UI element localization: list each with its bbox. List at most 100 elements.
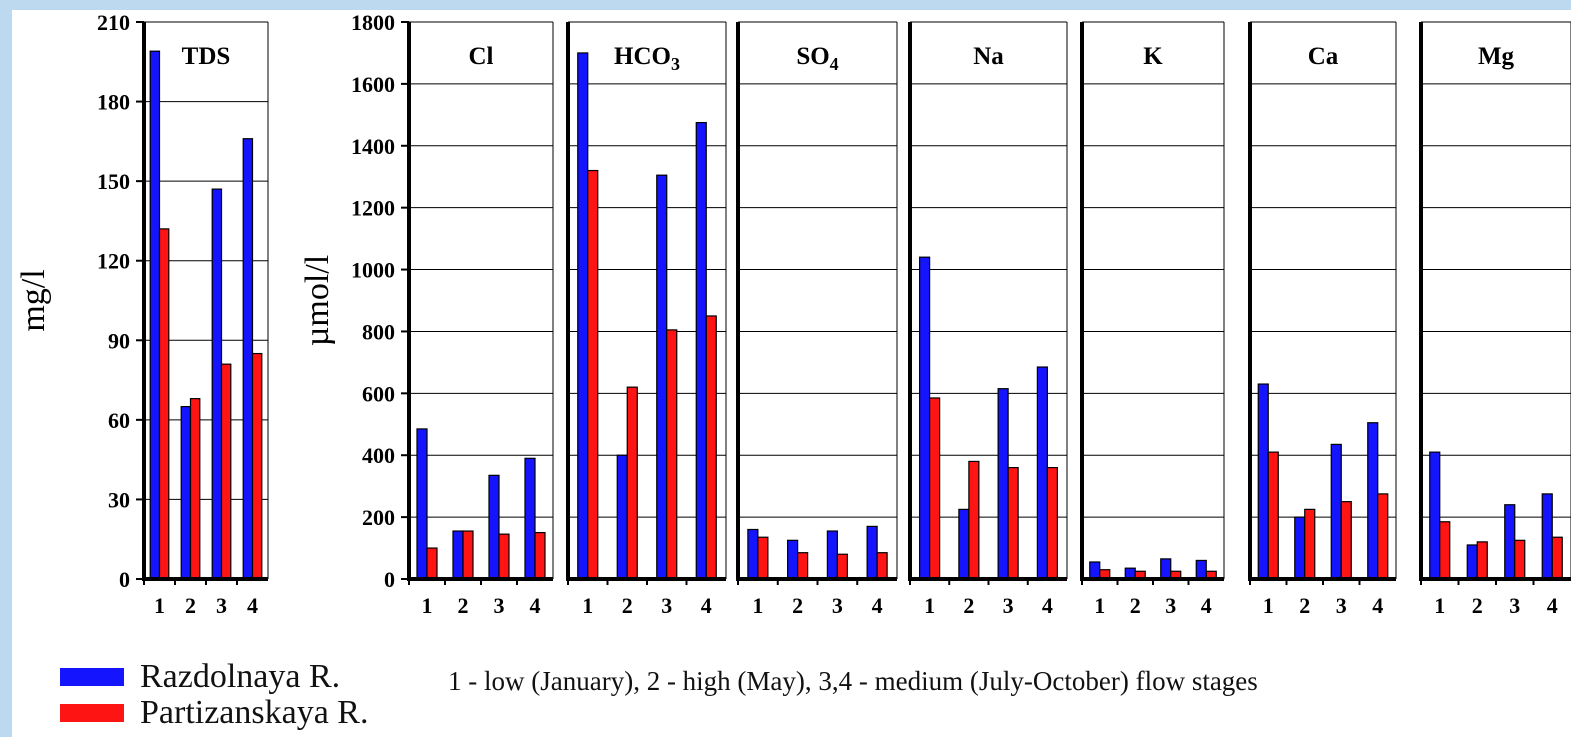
- chart-panel-4: 1 2 3 4 Na: [908, 21, 1068, 618]
- chart-panel-1: 1 2 3 4 Cl: [407, 21, 554, 618]
- bar-partizanskaya: [1377, 493, 1389, 580]
- y-axis-label: mg/l: [15, 269, 52, 331]
- chart-panel-5: 1 2 3 4 K: [1080, 21, 1225, 618]
- bar-partizanskaya: [189, 398, 201, 580]
- chart-panel-7: 1 2 3 4 Mg: [1419, 21, 1571, 618]
- bar-partizanskaya: [251, 352, 263, 580]
- y-tick-label: 90: [108, 328, 130, 353]
- x-tick-label: 4: [1042, 593, 1053, 618]
- legend-swatch-partizanskaya: [60, 704, 124, 722]
- y-tick-label: 1200: [351, 196, 395, 221]
- bar-partizanskaya: [666, 329, 678, 580]
- bar-partizanskaya: [534, 531, 546, 580]
- x-tick-label: 2: [622, 593, 633, 618]
- y-tick-label: 180: [97, 90, 130, 115]
- panel-title: TDS: [182, 43, 231, 70]
- y-tick-label: 150: [97, 169, 130, 194]
- y-tick-label: 30: [108, 487, 130, 512]
- x-tick-label: 2: [1472, 593, 1483, 618]
- x-tick-label: 3: [1509, 593, 1520, 618]
- bar-partizanskaya: [929, 397, 941, 580]
- bar-razdolnaya: [488, 474, 500, 580]
- x-tick-label: 3: [1336, 593, 1347, 618]
- x-tick-label: 3: [494, 593, 505, 618]
- bar-razdolnaya: [1429, 451, 1441, 580]
- y-tick-label: 60: [108, 408, 130, 433]
- bar-partizanskaya: [1304, 508, 1316, 580]
- y-tick-label: 1000: [351, 258, 395, 283]
- bar-razdolnaya: [1367, 422, 1379, 580]
- bar-razdolnaya: [1466, 544, 1478, 580]
- bar-razdolnaya: [1330, 443, 1342, 580]
- y-tick-label: 120: [97, 249, 130, 274]
- bar-razdolnaya: [1160, 558, 1172, 580]
- bar-razdolnaya: [180, 405, 192, 580]
- x-tick-label: 2: [963, 593, 974, 618]
- bar-razdolnaya: [747, 528, 759, 580]
- bar-razdolnaya: [695, 121, 707, 580]
- x-tick-label: 1: [1434, 593, 1445, 618]
- bar-razdolnaya: [242, 138, 254, 580]
- panel-title-main: Na: [973, 43, 1004, 70]
- panel-title: HCO3: [614, 43, 680, 74]
- y-tick-label: 600: [362, 381, 395, 406]
- bar-partizanskaya: [1007, 467, 1019, 580]
- panel-title: Mg: [1478, 43, 1515, 70]
- y-tick-label: 200: [362, 505, 395, 530]
- x-tick-label: 2: [1299, 593, 1310, 618]
- legend-label-partizanskaya: Partizanskaya R.: [140, 694, 369, 731]
- y-tick-label: 1800: [351, 10, 395, 35]
- panel-title-main: SO: [796, 43, 829, 70]
- panel-title: Ca: [1308, 43, 1339, 70]
- tds-y-axis: 0 30 60 90 120 150 180 210 mg/l: [15, 10, 144, 592]
- x-tick-label: 1: [582, 593, 593, 618]
- bar-partizanskaya: [1551, 536, 1563, 580]
- x-tick-label: 1: [1094, 593, 1105, 618]
- x-tick-label: 3: [216, 593, 227, 618]
- bar-razdolnaya: [1257, 383, 1269, 580]
- bar-razdolnaya: [787, 539, 799, 580]
- bar-razdolnaya: [452, 530, 464, 580]
- bar-partizanskaya: [498, 533, 510, 580]
- bar-partizanskaya: [587, 169, 599, 580]
- x-tick-label: 3: [661, 593, 672, 618]
- bar-partizanskaya: [1439, 521, 1451, 580]
- x-tick-label: 3: [1165, 593, 1176, 618]
- ion-y-axis: 0 200 400 600 800 1000 1200 1400 1600 1800 µmol/l: [299, 10, 409, 592]
- legend-item-partizanskaya: Partizanskaya R.: [60, 694, 369, 732]
- panel-title-main: Cl: [469, 43, 494, 70]
- bar-partizanskaya: [876, 552, 888, 580]
- bar-partizanskaya: [1514, 539, 1526, 580]
- panel-title-subscript: 3: [671, 54, 680, 74]
- x-tick-label: 1: [1263, 593, 1274, 618]
- bar-partizanskaya: [1046, 467, 1058, 580]
- bar-razdolnaya: [1036, 366, 1048, 580]
- y-tick-label: 800: [362, 319, 395, 344]
- x-tick-label: 1: [752, 593, 763, 618]
- x-tick-label: 4: [1547, 593, 1558, 618]
- legend-label-razdolnaya: Razdolnaya R.: [140, 658, 341, 695]
- chart-panel-6: 1 2 3 4 Ca: [1248, 21, 1397, 618]
- bar-partizanskaya: [797, 552, 809, 580]
- x-tick-label: 1: [924, 593, 935, 618]
- legend-item-razdolnaya: Razdolnaya R.: [60, 658, 340, 696]
- bar-razdolnaya: [958, 508, 970, 580]
- bar-partizanskaya: [968, 460, 980, 580]
- y-axis-label: µmol/l: [299, 255, 336, 346]
- panel-title-main: HCO: [614, 43, 671, 70]
- x-tick-label: 4: [247, 593, 258, 618]
- bar-partizanskaya: [757, 536, 769, 580]
- y-tick-label: 1600: [351, 72, 395, 97]
- panel-title: SO4: [796, 43, 838, 74]
- bar-razdolnaya: [211, 188, 223, 580]
- bar-razdolnaya: [577, 52, 589, 580]
- chart-panel-0: 1 2 3 4 TDS: [142, 21, 269, 618]
- x-tick-label: 4: [1372, 593, 1383, 618]
- bar-razdolnaya: [866, 525, 878, 580]
- y-tick-label: 1400: [351, 134, 395, 159]
- bar-partizanskaya: [462, 530, 474, 580]
- bar-partizanskaya: [836, 553, 848, 580]
- flow-stage-note: 1 - low (January), 2 - high (May), 3,4 -…: [448, 666, 1258, 696]
